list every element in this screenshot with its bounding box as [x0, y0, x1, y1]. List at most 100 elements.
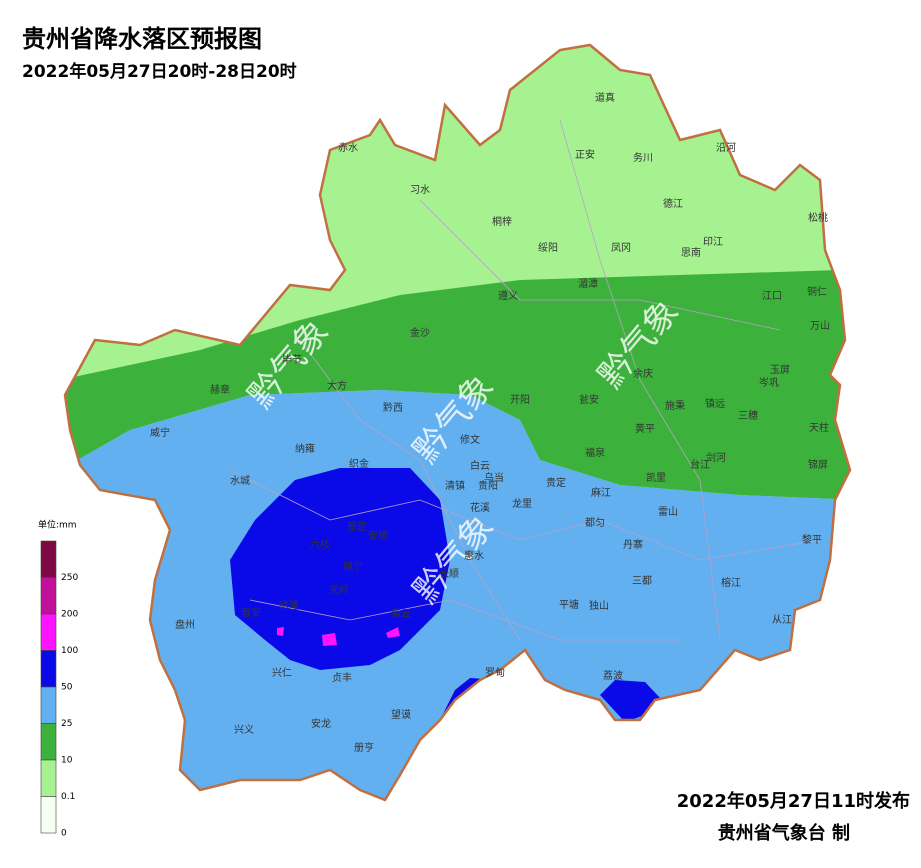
legend-swatch [40, 796, 57, 834]
county-label: 凤冈 [611, 242, 631, 254]
county-label: 铜仁 [807, 286, 827, 298]
county-label: 金沙 [410, 326, 430, 339]
county-label: 荔波 [603, 669, 623, 682]
county-label: 江口 [762, 290, 782, 302]
county-label: 绥阳 [538, 242, 558, 254]
county-label: 天柱 [809, 421, 829, 434]
county-label: 道真 [595, 91, 615, 104]
county-label: 丹寨 [623, 538, 643, 551]
county-label: 岑巩 [759, 377, 779, 389]
county-label: 威宁 [150, 426, 170, 439]
legend-tick: 200 [61, 610, 78, 620]
zone-heavy-rainstorm [386, 627, 400, 638]
county-label: 正安 [575, 148, 595, 161]
county-label: 兴仁 [272, 667, 292, 679]
county-label: 花溪 [470, 501, 490, 514]
county-label: 锦屏 [808, 458, 828, 471]
county-label: 白云 [470, 459, 490, 472]
zone-moderate [65, 270, 850, 500]
county-label: 乌当 [484, 471, 504, 484]
legend-tick: 10 [61, 756, 73, 766]
subtitle: 2022年05月27日20时-28日20时 [22, 61, 297, 82]
issuer: 贵州省气象台 制 [718, 822, 850, 844]
legend-swatch [40, 613, 57, 651]
county-label: 毕节 [282, 353, 302, 366]
county-label: 务川 [633, 151, 653, 164]
county-label: 平塘 [559, 598, 579, 611]
legend-tick: 0.1 [61, 792, 75, 802]
county-label: 贞丰 [332, 671, 352, 684]
county-label: 黔西 [383, 401, 403, 414]
county-label: 龙里 [512, 497, 532, 510]
county-label: 雷山 [658, 506, 678, 518]
county-label: 六枝 [310, 538, 330, 551]
county-label: 水城 [230, 475, 250, 487]
county-label: 清镇 [445, 479, 465, 492]
county-label: 安龙 [311, 717, 331, 730]
county-label: 安顺 [368, 529, 388, 542]
county-label: 松桃 [808, 211, 828, 224]
zone-heavy-rainstorm [277, 627, 284, 636]
county-label: 都匀 [585, 517, 605, 529]
county-label: 册亨 [354, 741, 374, 754]
zone-rainstorm [230, 468, 450, 670]
county-label: 黎平 [802, 533, 822, 546]
county-label: 惠水 [464, 549, 484, 562]
county-label: 纳雍 [295, 442, 315, 455]
county-label: 万山 [810, 320, 830, 332]
legend-swatch [40, 686, 57, 724]
legend-tick: 250 [61, 573, 78, 583]
county-label: 瓮安 [579, 393, 599, 406]
county-label: 凯里 [646, 471, 666, 484]
county-label: 印江 [703, 236, 723, 248]
county-label: 大方 [327, 379, 347, 392]
county-label: 湄潭 [578, 278, 598, 290]
county-label: 紫云 [391, 608, 411, 620]
county-label: 德江 [663, 197, 683, 210]
county-label: 修文 [460, 433, 480, 446]
legend-swatch [40, 723, 57, 761]
issued: 2022年05月27日11时发布 [677, 790, 910, 812]
county-label: 玉屏 [770, 364, 790, 376]
county-label: 三都 [632, 575, 652, 587]
county-label: 独山 [589, 599, 609, 612]
county-label: 三穗 [738, 409, 758, 422]
county-label: 余庆 [633, 367, 653, 380]
county-label: 沿河 [716, 142, 736, 154]
county-label: 施秉 [665, 399, 685, 412]
legend-unit: 单位:mm [38, 519, 77, 531]
legend-swatch [40, 540, 57, 578]
county-label: 普安 [241, 606, 261, 619]
county-label: 长顺 [439, 568, 459, 580]
county-label: 麻江 [591, 486, 611, 499]
county-label: 关岭 [329, 583, 349, 596]
county-label: 福泉 [585, 446, 605, 459]
county-label: 开阳 [510, 394, 530, 406]
county-label: 赫章 [210, 383, 230, 396]
county-label: 台江 [690, 458, 710, 471]
county-label: 普定 [347, 520, 367, 533]
county-label: 织金 [349, 457, 369, 470]
county-label: 镇宁 [343, 560, 363, 573]
county-label: 剑河 [706, 451, 726, 464]
title: 贵州省降水落区预报图 [22, 25, 262, 53]
county-label: 盘州 [175, 618, 195, 631]
legend-swatch [40, 759, 57, 797]
legend-swatch [40, 577, 57, 615]
legend-tick: 25 [61, 719, 72, 729]
county-label: 晴隆 [279, 599, 299, 612]
county-label: 望谟 [391, 708, 411, 721]
legend-tick: 100 [61, 646, 78, 656]
legend-tick: 0 [61, 829, 67, 839]
legend-tick: 50 [61, 683, 73, 693]
county-borders [229, 119, 821, 641]
zone-heavy-rainstorm [322, 633, 337, 646]
county-label: 榕江 [721, 576, 741, 589]
county-label: 从江 [772, 614, 792, 626]
county-label: 桐梓 [492, 215, 512, 228]
county-label: 遵义 [498, 289, 518, 302]
county-label: 思南 [681, 246, 701, 259]
county-label: 赤水 [338, 142, 358, 154]
legend-swatch [40, 650, 57, 688]
